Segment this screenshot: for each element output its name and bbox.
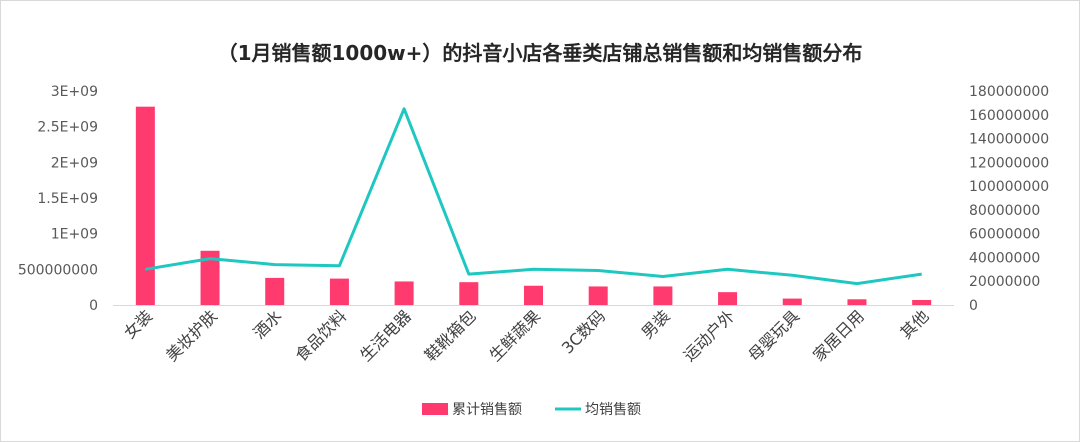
bar-12 <box>912 300 932 305</box>
legend-label-bar: 累计销售额 <box>452 402 522 418</box>
y-left-tick-label: 0 <box>89 298 98 314</box>
legend-label-line: 均销售额 <box>585 402 641 418</box>
y-right-tick-label: 80000000 <box>969 203 1040 219</box>
y-right-tick-label: 120000000 <box>969 155 1049 171</box>
y-right-tick-label: 60000000 <box>969 227 1040 243</box>
y-left-tick-label: 2E+09 <box>51 155 98 171</box>
line-series-avg-sales <box>145 107 922 286</box>
x-category-label: 其他 <box>896 306 932 342</box>
x-category-label: 美妆护肤 <box>162 306 221 365</box>
x-category-label: 3C数码 <box>558 306 609 357</box>
bar-10 <box>782 298 802 305</box>
bar-7 <box>588 286 608 305</box>
y-right-tick-label: 0 <box>969 298 978 314</box>
x-category-label: 酒水 <box>249 306 285 342</box>
bar-6 <box>524 285 543 305</box>
bar-9 <box>718 292 738 305</box>
x-category-label: 生鲜蔬果 <box>486 306 545 365</box>
y-left-tick-label: 1E+09 <box>51 227 98 243</box>
bar-8 <box>653 286 673 305</box>
y-right-tick-label: 20000000 <box>969 274 1040 290</box>
x-category-label: 男装 <box>638 306 674 342</box>
y-left-tick-label: 3E+09 <box>51 84 98 100</box>
y-right-tick-label: 40000000 <box>969 250 1040 266</box>
x-category-label: 运动户外 <box>680 306 739 365</box>
y-right-tick-label: 140000000 <box>969 132 1049 148</box>
y-left-tick-label: 2.5E+09 <box>37 120 98 136</box>
x-category-label: 鞋靴箱包 <box>421 306 480 365</box>
x-category-label: 生活电器 <box>356 306 415 365</box>
legend-swatch-bar <box>422 403 448 415</box>
bar-3 <box>329 278 349 305</box>
bar-5 <box>459 282 479 305</box>
bar-4 <box>394 281 414 305</box>
y-left-tick-label: 1.5E+09 <box>37 191 98 207</box>
y-left-tick-label: 500000000 <box>18 262 98 278</box>
chart-title: （1月销售额1000w+）的抖音小店各垂类店铺总销售额和均销售额分布 <box>217 41 863 65</box>
bar-2 <box>265 277 285 305</box>
y-right-tick-label: 160000000 <box>969 108 1049 124</box>
y-right-tick-label: 180000000 <box>969 84 1049 100</box>
x-category-label: 母婴玩具 <box>744 306 803 365</box>
bar-11 <box>847 299 867 305</box>
x-category-label: 食品饮料 <box>292 306 351 365</box>
bar-0 <box>135 106 155 306</box>
y-right-tick-label: 100000000 <box>969 179 1049 195</box>
x-category-label: 家居日用 <box>809 306 868 365</box>
bar-1 <box>200 250 220 305</box>
x-category-label: 女装 <box>120 306 156 342</box>
